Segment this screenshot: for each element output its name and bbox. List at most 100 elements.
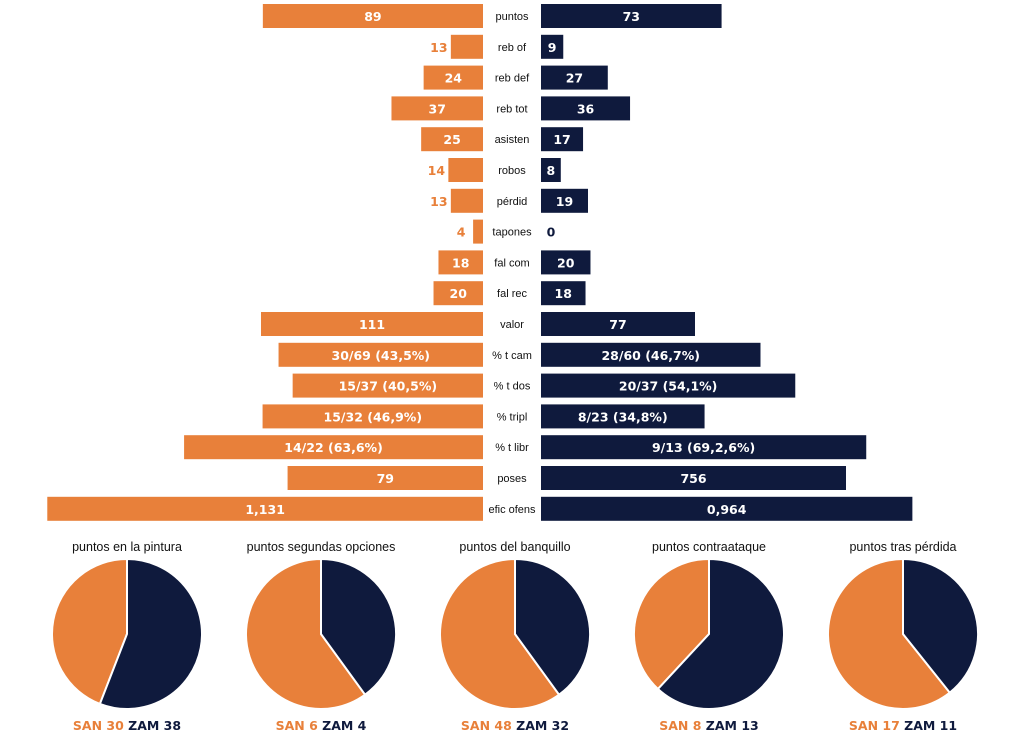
category-label: pérdid: [497, 196, 528, 208]
category-label: asisten: [495, 134, 530, 146]
zam-slice: [514, 557, 591, 697]
zam-value-label: 73: [623, 9, 640, 24]
pie-score-label: SAN 48 ZAM 32: [415, 718, 615, 733]
san-bar: [287, 466, 483, 490]
pie-score-label: SAN 8 ZAM 13: [609, 718, 809, 733]
san-slice: [827, 557, 952, 710]
category-label: efic ofens: [488, 504, 536, 516]
san-bar: [262, 4, 483, 28]
zam-value-label: 18: [555, 286, 572, 301]
zam-score: ZAM 13: [705, 718, 759, 733]
zam-value-label: 9: [548, 40, 557, 55]
zam-bar: [541, 65, 608, 90]
zam-bar: [541, 373, 796, 398]
zam-bar: [541, 188, 588, 213]
zam-value-label: 9/13 (69,2,6%): [652, 440, 755, 455]
san-value-label: 15/32 (46,9%): [324, 409, 423, 424]
zam-bar: [541, 342, 761, 367]
zam-value-label: 756: [680, 471, 706, 486]
category-label: valor: [500, 319, 524, 331]
category-label: robos: [498, 165, 526, 177]
pie-chart: puntos en la pintura SAN 30 ZAM 38: [27, 538, 227, 743]
pie-svg: [439, 557, 591, 710]
zam-slice: [98, 557, 203, 710]
pie-title: puntos del banquillo: [459, 540, 571, 554]
category-label: tapones: [492, 227, 532, 239]
zam-value-label: 8: [547, 163, 556, 178]
san-bar: [278, 342, 483, 367]
zam-value-label: 77: [609, 317, 626, 332]
zam-bar: [541, 158, 561, 182]
san-value-label: 14: [428, 163, 446, 178]
zam-value-label: 17: [553, 132, 570, 147]
san-bar: [423, 65, 483, 90]
zam-value-label: 20: [557, 255, 575, 270]
zam-bar: [541, 435, 867, 460]
zam-score: ZAM 4: [322, 718, 367, 733]
zam-bar: [541, 127, 584, 152]
zam-score: ZAM 11: [904, 718, 958, 733]
san-value-label: 1,131: [245, 502, 285, 517]
san-value-label: 20: [450, 286, 468, 301]
category-label: % t dos: [494, 381, 531, 393]
category-label: % tripl: [497, 411, 528, 423]
diverging-bar-chart: puntos 89 73 reb of 13 9 reb def 24 27 reb tot 37 3…: [47, 4, 913, 521]
zam-value-label: 0: [547, 225, 556, 240]
category-label: % t libr: [495, 442, 529, 454]
pie-title: puntos segundas opciones: [246, 540, 396, 554]
zam-slice: [656, 557, 785, 710]
zam-score: ZAM 38: [128, 718, 182, 733]
san-bar: [262, 404, 483, 429]
san-value-label: 37: [429, 101, 446, 116]
san-score: SAN 17: [848, 718, 900, 733]
san-bar: [292, 373, 483, 398]
san-score: SAN 6: [275, 718, 318, 733]
pie-chart: puntos del banquillo SAN 48 ZAM 32: [415, 538, 615, 743]
pie-score-label: SAN 17 ZAM 11: [803, 718, 1003, 733]
san-bar: [47, 496, 483, 521]
zam-value-label: 28/60 (46,7%): [601, 348, 700, 363]
san-slice: [245, 557, 367, 710]
zam-score: ZAM 32: [516, 718, 570, 733]
category-label: puntos: [495, 11, 529, 23]
pie-score-label: SAN 6 ZAM 4: [221, 718, 421, 733]
san-value-label: 4: [457, 225, 466, 240]
category-label: reb def: [495, 73, 530, 85]
pie-svg: [51, 557, 203, 710]
category-label: reb of: [498, 42, 527, 54]
san-value-label: 14/22 (63,6%): [284, 440, 383, 455]
pie-title: puntos tras pérdida: [849, 540, 957, 554]
pie-chart: puntos segundas opciones SAN 6 ZAM 4: [221, 538, 421, 743]
zam-bar: [541, 496, 913, 521]
san-slice: [633, 557, 710, 691]
zam-slice: [902, 557, 979, 695]
san-value-label: 89: [364, 9, 381, 24]
pie-svg: [633, 557, 785, 710]
san-bar: [450, 34, 483, 59]
category-label: fal rec: [497, 288, 527, 300]
san-value-label: 13: [430, 194, 447, 209]
san-value-label: 18: [452, 255, 469, 270]
pie-chart: puntos tras pérdida SAN 17 ZAM 11: [803, 538, 1003, 743]
san-bar: [450, 188, 483, 213]
pie-svg: [245, 557, 397, 710]
pie-title: puntos contraataque: [652, 540, 766, 554]
san-bar: [261, 312, 483, 336]
san-value-label: 25: [443, 132, 460, 147]
san-bar: [448, 158, 483, 182]
zam-bar: [541, 250, 591, 275]
san-bar: [391, 96, 483, 121]
zam-bar: [541, 96, 631, 121]
zam-value-label: 20/37 (54,1%): [619, 379, 718, 394]
category-label: reb tot: [496, 103, 527, 115]
zam-bar: [541, 312, 695, 336]
san-bar: [438, 250, 483, 275]
san-slice: [51, 557, 128, 706]
zam-value-label: 8/23 (34,8%): [578, 409, 668, 424]
zam-value-label: 36: [577, 101, 595, 116]
san-bar: [184, 435, 483, 460]
category-label: poses: [497, 473, 527, 485]
san-value-label: 13: [430, 40, 447, 55]
zam-slice: [320, 557, 397, 697]
zam-value-label: 19: [556, 194, 573, 209]
